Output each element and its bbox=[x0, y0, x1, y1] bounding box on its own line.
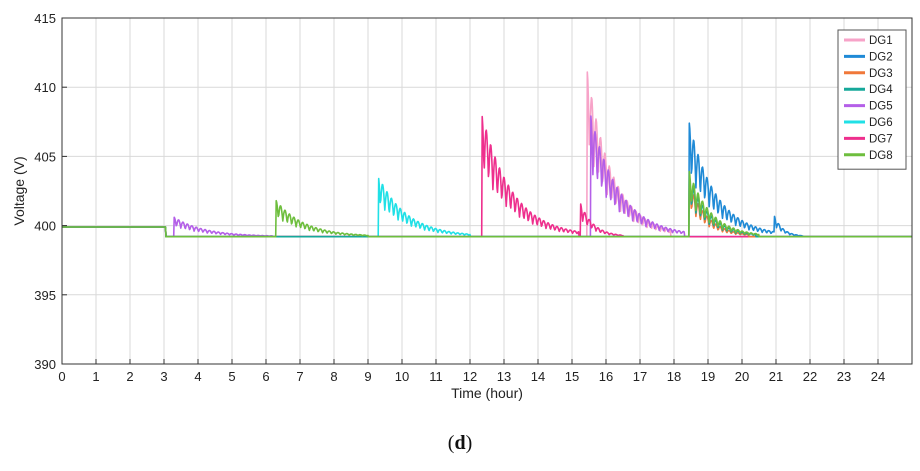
y-axis-ticks: 390 395 400 405 410 415 bbox=[34, 11, 67, 372]
caption-close-paren: ) bbox=[465, 432, 473, 454]
x-tick-label: 21 bbox=[769, 369, 783, 384]
y-tick-label: 405 bbox=[34, 149, 56, 164]
legend: DG1 DG2 DG3 DG4 DG5 DG6 DG7 DG8 bbox=[837, 29, 907, 170]
x-tick-label: 11 bbox=[429, 369, 443, 384]
x-tick-label: 9 bbox=[364, 369, 371, 384]
x-tick-label: 10 bbox=[395, 369, 409, 384]
x-tick-label: 3 bbox=[160, 369, 167, 384]
plot-frame bbox=[61, 17, 913, 365]
x-tick-label: 8 bbox=[330, 369, 337, 384]
legend-label-dg4: DG4 bbox=[869, 84, 893, 96]
x-tick-label: 0 bbox=[58, 369, 65, 384]
x-tick-label: 13 bbox=[497, 369, 511, 384]
series-line-dg8 bbox=[61, 170, 913, 238]
x-axis-ticks: 0 1 2 3 4 5 6 7 8 9 10 11 12 13 14 15 16 17 18 19 20 21 22 23 24 bbox=[58, 359, 885, 384]
y-tick-label: 410 bbox=[34, 80, 56, 95]
x-tick-label: 2 bbox=[126, 369, 133, 384]
y-tick-label: 415 bbox=[34, 11, 56, 26]
legend-label-dg5: DG5 bbox=[869, 101, 893, 113]
x-tick-label: 7 bbox=[296, 369, 303, 384]
x-tick-label: 20 bbox=[735, 369, 749, 384]
y-tick-label: 395 bbox=[34, 288, 56, 303]
y-tick-label: 400 bbox=[34, 219, 56, 234]
x-tick-label: 23 bbox=[837, 369, 851, 384]
x-tick-label: 4 bbox=[194, 369, 201, 384]
x-tick-label: 12 bbox=[463, 369, 477, 384]
legend-label-dg1: DG1 bbox=[869, 35, 893, 47]
x-tick-label: 18 bbox=[667, 369, 681, 384]
y-tick-label: 390 bbox=[34, 357, 56, 372]
x-tick-label: 15 bbox=[565, 369, 579, 384]
legend-label-dg7: DG7 bbox=[869, 133, 893, 145]
x-tick-label: 19 bbox=[701, 369, 715, 384]
y-axis-label: Voltage (V) bbox=[11, 156, 27, 225]
x-tick-label: 16 bbox=[599, 369, 613, 384]
x-tick-label: 24 bbox=[871, 369, 885, 384]
legend-label-dg6: DG6 bbox=[869, 117, 893, 129]
x-tick-label: 1 bbox=[92, 369, 99, 384]
legend-label-dg8: DG8 bbox=[869, 150, 893, 162]
x-axis-label: Time (hour) bbox=[451, 385, 523, 401]
x-tick-label: 22 bbox=[803, 369, 817, 384]
caption-open-paren: ( bbox=[447, 432, 455, 454]
legend-box bbox=[837, 29, 907, 170]
legend-label-dg3: DG3 bbox=[869, 68, 893, 80]
x-tick-label: 14 bbox=[531, 369, 545, 384]
caption-letter: d bbox=[454, 432, 466, 454]
x-tick-label: 6 bbox=[262, 369, 269, 384]
x-tick-label: 17 bbox=[633, 369, 647, 384]
x-tick-label: 5 bbox=[228, 369, 235, 384]
voltage-chart: 0 1 2 3 4 5 6 7 8 9 10 11 12 13 14 15 16 17 18 19 20 21 22 23 24… bbox=[11, 11, 913, 401]
figure-caption: (d) bbox=[0, 432, 920, 455]
legend-label-dg2: DG2 bbox=[869, 51, 893, 63]
plot-area bbox=[62, 18, 912, 364]
series-layer bbox=[61, 71, 913, 238]
